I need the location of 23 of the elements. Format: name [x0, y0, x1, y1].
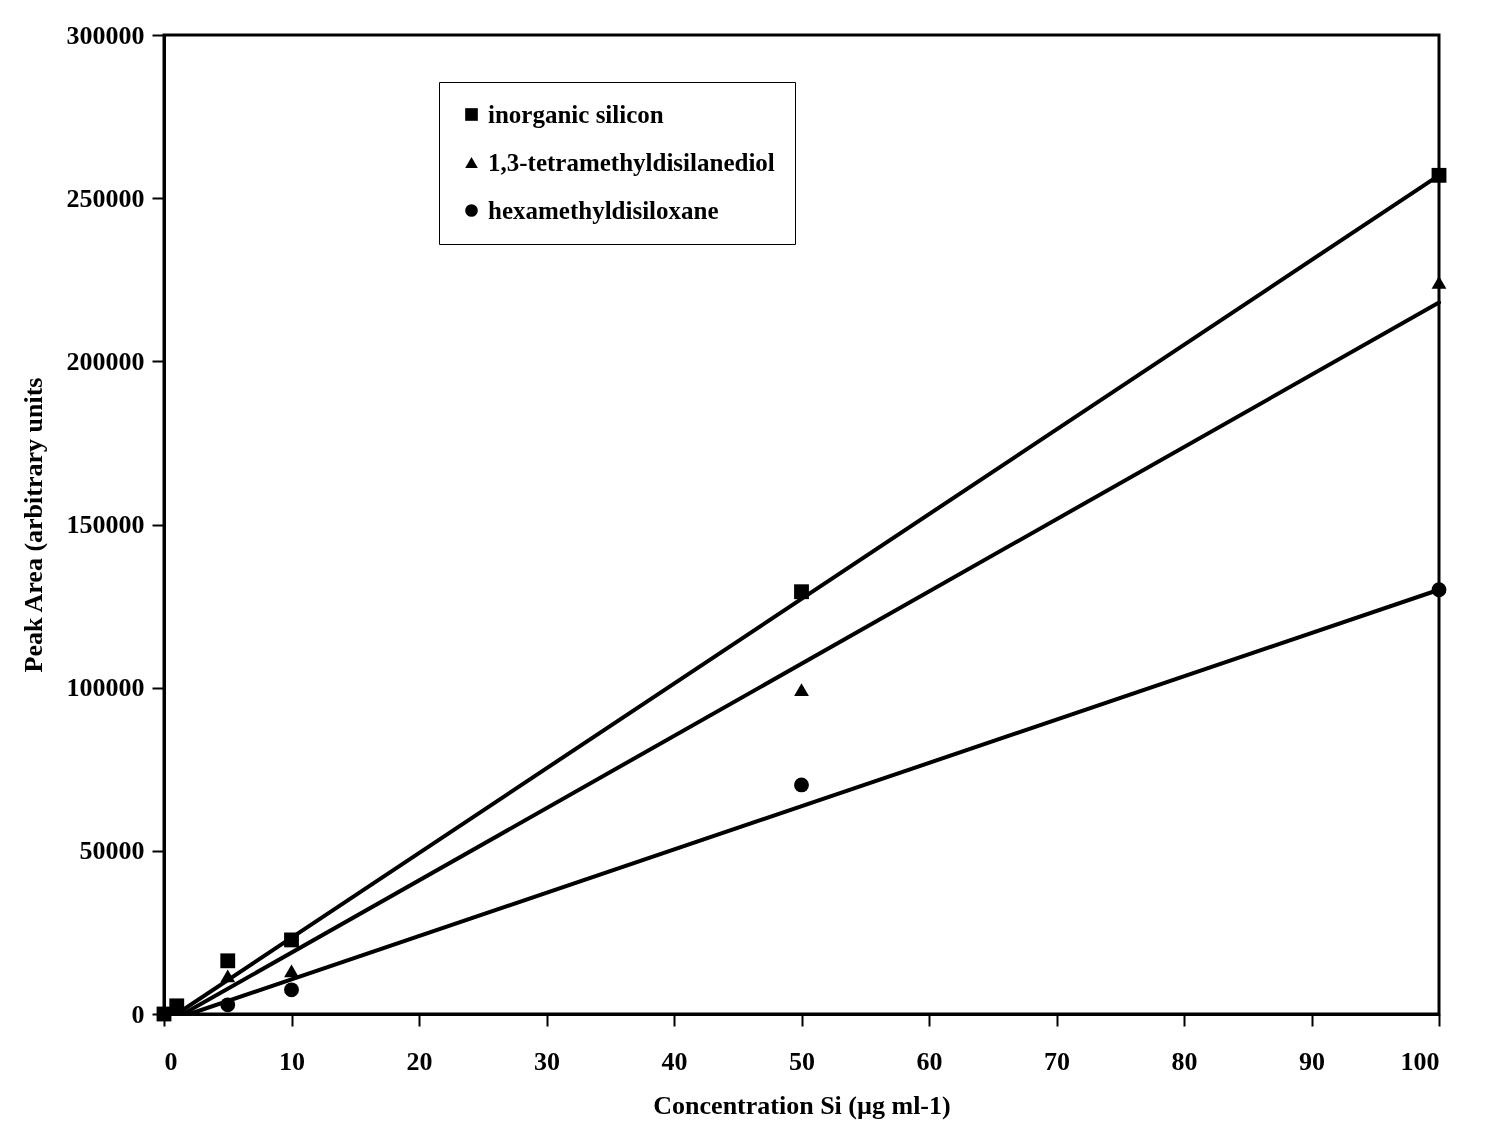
legend-label: 1,3-tetramethyldisilanediol	[488, 148, 775, 176]
y-tick-label: 300000	[66, 20, 145, 50]
x-tick-label: 60	[916, 1046, 943, 1076]
x-tick-label: 30	[534, 1046, 560, 1076]
x-tick-label: 100	[1400, 1046, 1440, 1076]
x-tick-label: 70	[1044, 1046, 1070, 1076]
x-tick-label: 10	[279, 1046, 305, 1076]
legend-label: hexamethyldisiloxane	[488, 196, 719, 224]
y-tick-label: 200000	[66, 346, 145, 376]
x-tick-label: 50	[789, 1046, 815, 1076]
y-tick-label: 150000	[66, 510, 145, 539]
x-tick-label: 80	[1171, 1046, 1198, 1076]
x-tick-label: 90	[1299, 1046, 1325, 1076]
x-tick-label: 20	[406, 1046, 433, 1076]
x-axis-title: Concentration Si (µg ml-1)	[653, 1090, 951, 1120]
y-tick-label: 0	[131, 999, 145, 1029]
legend-label: inorganic silicon	[488, 100, 664, 128]
x-tick-label: 40	[661, 1046, 688, 1076]
y-tick-label: 50000	[79, 836, 145, 866]
x-tick-label: 0	[164, 1046, 178, 1076]
y-tick-label: 250000	[66, 183, 145, 213]
y-tick-label: 100000	[66, 673, 145, 703]
y-axis-title: Peak Area (arbitrary units	[18, 377, 48, 673]
